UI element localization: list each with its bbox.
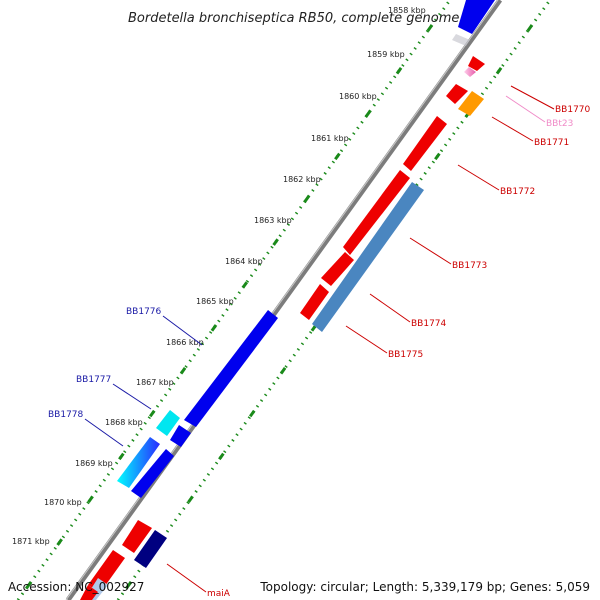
gene-arrow[interactable] — [300, 284, 329, 320]
gene-arrow[interactable] — [156, 410, 180, 436]
gene-arrow[interactable] — [117, 437, 160, 488]
kbp-label: 1859 kbp — [367, 50, 405, 59]
gene-arrow[interactable] — [80, 585, 98, 600]
forward-genes — [117, 0, 495, 498]
outer-tick-scale — [16, 0, 452, 600]
kbp-label: 1870 kbp — [44, 498, 82, 507]
gene-label-bb1772[interactable]: BB1772 — [500, 187, 535, 197]
major-tick — [364, 109, 372, 118]
callout-line — [112, 383, 152, 410]
kbp-label: 1869 kbp — [75, 459, 113, 468]
major-tick — [218, 452, 225, 461]
major-tick — [241, 281, 249, 289]
gene-label-bb1770[interactable]: BB1770 — [555, 105, 591, 115]
major-tick — [395, 67, 403, 75]
callout-line — [162, 315, 203, 346]
kbp-label: 1860 kbp — [339, 92, 377, 101]
kbp-label: 1861 kbp — [311, 134, 349, 143]
gene-arrow[interactable] — [343, 170, 410, 255]
gene-label-bbt23[interactable]: BBt23 — [546, 119, 573, 129]
gene-arrow[interactable] — [464, 67, 476, 77]
kbp-label: 1866 kbp — [166, 338, 204, 347]
kbp-label: 1864 kbp — [225, 257, 263, 266]
major-tick — [334, 152, 341, 161]
kbp-label: 1863 kbp — [254, 216, 292, 225]
gene-arrow[interactable] — [312, 182, 424, 332]
major-tick — [125, 581, 133, 589]
gene-arrow[interactable] — [446, 84, 468, 104]
gene-arrow[interactable] — [458, 0, 495, 34]
gene-arrow[interactable] — [468, 56, 485, 71]
callout-line — [510, 85, 555, 110]
callout-line — [84, 418, 124, 447]
major-tick — [118, 452, 125, 461]
gene-label-bb1777[interactable]: BB1777 — [76, 375, 111, 385]
major-tick — [25, 581, 33, 589]
gene-label-bb1778[interactable]: BB1778 — [48, 410, 84, 420]
gene-arrow[interactable] — [131, 449, 174, 498]
callout-line — [345, 325, 388, 354]
gene-arrow[interactable] — [184, 310, 278, 427]
accession-text: Accession: NC_002927 — [8, 580, 145, 594]
major-tick — [248, 409, 256, 418]
callout-line — [491, 116, 534, 142]
gene-arrow[interactable] — [170, 425, 191, 447]
map-title: Bordetella bronchiseptica RB50, complete… — [128, 11, 459, 26]
major-tick — [279, 367, 287, 375]
kbp-label: 1868 kbp — [105, 418, 143, 427]
gene-label-bb1776[interactable]: BB1776 — [126, 307, 162, 317]
gene-arrow[interactable] — [452, 34, 470, 46]
callout-line — [409, 237, 452, 265]
kbp-label: 1858 kbp — [388, 6, 426, 15]
gene-arrow[interactable] — [321, 252, 354, 286]
gene-arrow[interactable] — [458, 91, 484, 116]
gene-arrow[interactable] — [122, 520, 152, 553]
callout-line — [505, 95, 546, 123]
kbp-label: 1865 kbp — [196, 297, 234, 306]
callout-line — [457, 164, 500, 191]
gene-label-maia[interactable]: maiA — [207, 589, 231, 599]
callout-line — [369, 293, 411, 323]
major-tick — [495, 67, 503, 75]
major-tick — [434, 152, 441, 161]
kbp-label: 1867 kbp — [136, 378, 174, 387]
major-tick — [272, 238, 279, 246]
major-tick — [179, 367, 187, 375]
major-tick — [210, 324, 218, 332]
major-tick — [56, 538, 63, 546]
gene-label-bb1774[interactable]: BB1774 — [411, 319, 447, 329]
major-tick — [426, 24, 434, 32]
callout-lines — [84, 85, 555, 593]
genome-backbone — [65, 0, 503, 600]
kbp-label: 1862 kbp — [283, 175, 321, 184]
gene-label-bb1771[interactable]: BB1771 — [534, 138, 569, 148]
gene-label-bb1775[interactable]: BB1775 — [388, 350, 423, 360]
gene-labels: BB1770 BBt23 BB1771 BB1772 BB1773 BB1774… — [48, 105, 591, 599]
major-tick — [148, 409, 156, 418]
callout-line — [166, 563, 207, 593]
kbp-label: 1871 kbp — [12, 537, 50, 546]
reverse-genes — [80, 56, 485, 600]
gene-arrow[interactable] — [403, 116, 447, 171]
major-tick — [303, 195, 310, 203]
major-tick — [526, 24, 534, 32]
major-tick — [187, 495, 194, 503]
genome-backbone-highlight — [65, 0, 499, 600]
kbp-labels: 1858 kbp 1859 kbp 1860 kbp 1861 kbp 1862… — [12, 6, 426, 546]
gene-arrow[interactable] — [134, 530, 167, 568]
topology-text: Topology: circular; Length: 5,339,179 bp… — [260, 580, 590, 594]
gene-label-bb1773[interactable]: BB1773 — [452, 261, 487, 271]
major-tick — [87, 495, 94, 503]
